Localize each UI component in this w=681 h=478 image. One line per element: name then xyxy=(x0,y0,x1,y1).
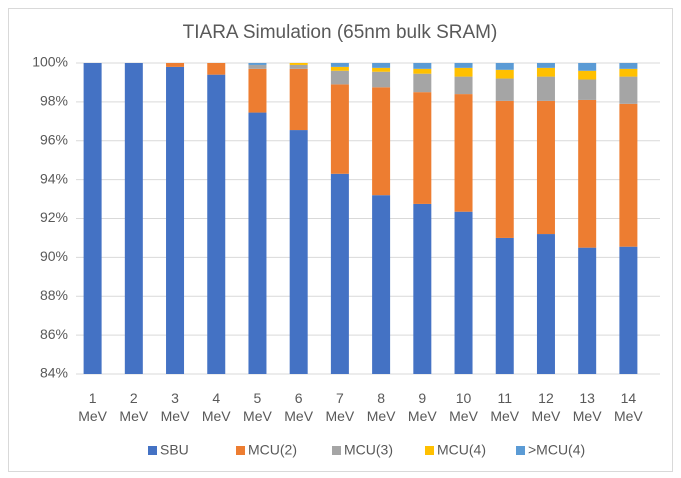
bar-segment xyxy=(330,63,349,67)
bar-segment xyxy=(372,195,391,374)
bar-segment xyxy=(495,237,514,374)
bar-segment xyxy=(495,78,514,101)
bar-segment xyxy=(536,67,555,77)
x-tick-label: 10 MeV xyxy=(449,390,478,424)
bar-segment xyxy=(536,100,555,235)
chart-title: TIARA Simulation (65nm bulk SRAM) xyxy=(183,22,498,43)
legend-label: >MCU(4) xyxy=(528,442,585,458)
bar-segment xyxy=(289,63,308,65)
x-tick-label: 7 MeV xyxy=(325,390,355,424)
bar-segment xyxy=(207,74,226,374)
bar-segment xyxy=(289,130,308,374)
bar-segment xyxy=(536,234,555,374)
bar-segment xyxy=(166,63,185,67)
bar-segment xyxy=(372,63,391,68)
y-tick-label: 90% xyxy=(40,248,68,264)
x-tick-label: 4 MeV xyxy=(201,390,231,424)
bar-segment xyxy=(330,84,349,174)
bar-segment xyxy=(413,203,432,374)
bar-segment xyxy=(578,99,597,248)
bar-segment xyxy=(248,68,267,113)
x-tick-label: 6 MeV xyxy=(284,390,314,424)
y-tick-label: 86% xyxy=(40,326,68,342)
y-tick-label: 92% xyxy=(40,209,68,225)
bar-segment xyxy=(495,100,514,238)
bar-segment xyxy=(619,246,638,374)
legend-swatch xyxy=(516,446,525,455)
bar-segment xyxy=(248,112,267,375)
x-tick-label: 1 MeV xyxy=(78,390,107,424)
x-tick-label: 9 MeV xyxy=(407,390,437,424)
bar-segment xyxy=(578,247,597,374)
bar-segment xyxy=(124,63,143,374)
x-tick-label: 8 MeV xyxy=(366,390,396,424)
bar-segment xyxy=(619,63,638,69)
bar-segment xyxy=(536,76,555,101)
bar-segment xyxy=(619,103,638,247)
x-tick-label: 14 MeV xyxy=(613,390,643,424)
bar-segment xyxy=(454,94,473,212)
y-tick-label: 84% xyxy=(40,365,68,381)
bar-segment xyxy=(413,63,432,69)
bar-segment xyxy=(289,64,308,69)
bar-segment xyxy=(248,64,267,69)
bar-segment xyxy=(536,63,555,68)
bar-segment xyxy=(454,76,473,95)
bar-segment xyxy=(413,73,432,93)
legend-label: SBU xyxy=(160,442,189,458)
bar-segment xyxy=(578,70,597,80)
bar-segment xyxy=(619,68,638,77)
x-tick-label: 5 MeV xyxy=(243,390,272,424)
bar-segment xyxy=(372,87,391,196)
bar-segment xyxy=(454,211,473,374)
x-tick-label: 11 MeV xyxy=(490,390,520,424)
bar-segment xyxy=(330,66,349,71)
bar-segment xyxy=(619,76,638,104)
y-tick-label: 100% xyxy=(32,54,68,70)
legend-label: MCU(2) xyxy=(248,442,297,458)
bar-segment xyxy=(495,63,514,70)
bar-segment xyxy=(289,68,308,131)
bar-segment xyxy=(372,67,391,72)
bar-segment xyxy=(578,63,597,71)
x-tick-label: 2 MeV xyxy=(119,390,149,424)
legend-swatch xyxy=(148,446,157,455)
x-tick-label: 13 MeV xyxy=(572,390,602,424)
y-tick-label: 94% xyxy=(40,170,68,186)
y-tick-label: 96% xyxy=(40,131,68,147)
bar-segment xyxy=(248,63,267,65)
y-tick-label: 98% xyxy=(40,93,68,109)
bar-segment xyxy=(330,173,349,374)
legend-label: MCU(4) xyxy=(437,442,486,458)
legend-swatch xyxy=(425,446,434,455)
bar-segment xyxy=(83,63,102,374)
bar-segment xyxy=(495,69,514,79)
legend-label: MCU(3) xyxy=(344,442,393,458)
bar-segment xyxy=(166,66,185,374)
y-tick-label: 88% xyxy=(40,287,68,303)
bar-segment xyxy=(372,71,391,88)
x-tick-label: 12 MeV xyxy=(531,390,561,424)
bar-segment xyxy=(413,68,432,74)
bar-segment xyxy=(578,79,597,100)
bar-segment xyxy=(330,70,349,85)
bar-segment xyxy=(454,67,473,77)
legend-swatch xyxy=(332,446,341,455)
x-tick-label: 3 MeV xyxy=(160,390,190,424)
bar-segment xyxy=(413,92,432,204)
bar-segment xyxy=(454,63,473,68)
legend-swatch xyxy=(236,446,245,455)
bar-segment xyxy=(207,63,226,75)
